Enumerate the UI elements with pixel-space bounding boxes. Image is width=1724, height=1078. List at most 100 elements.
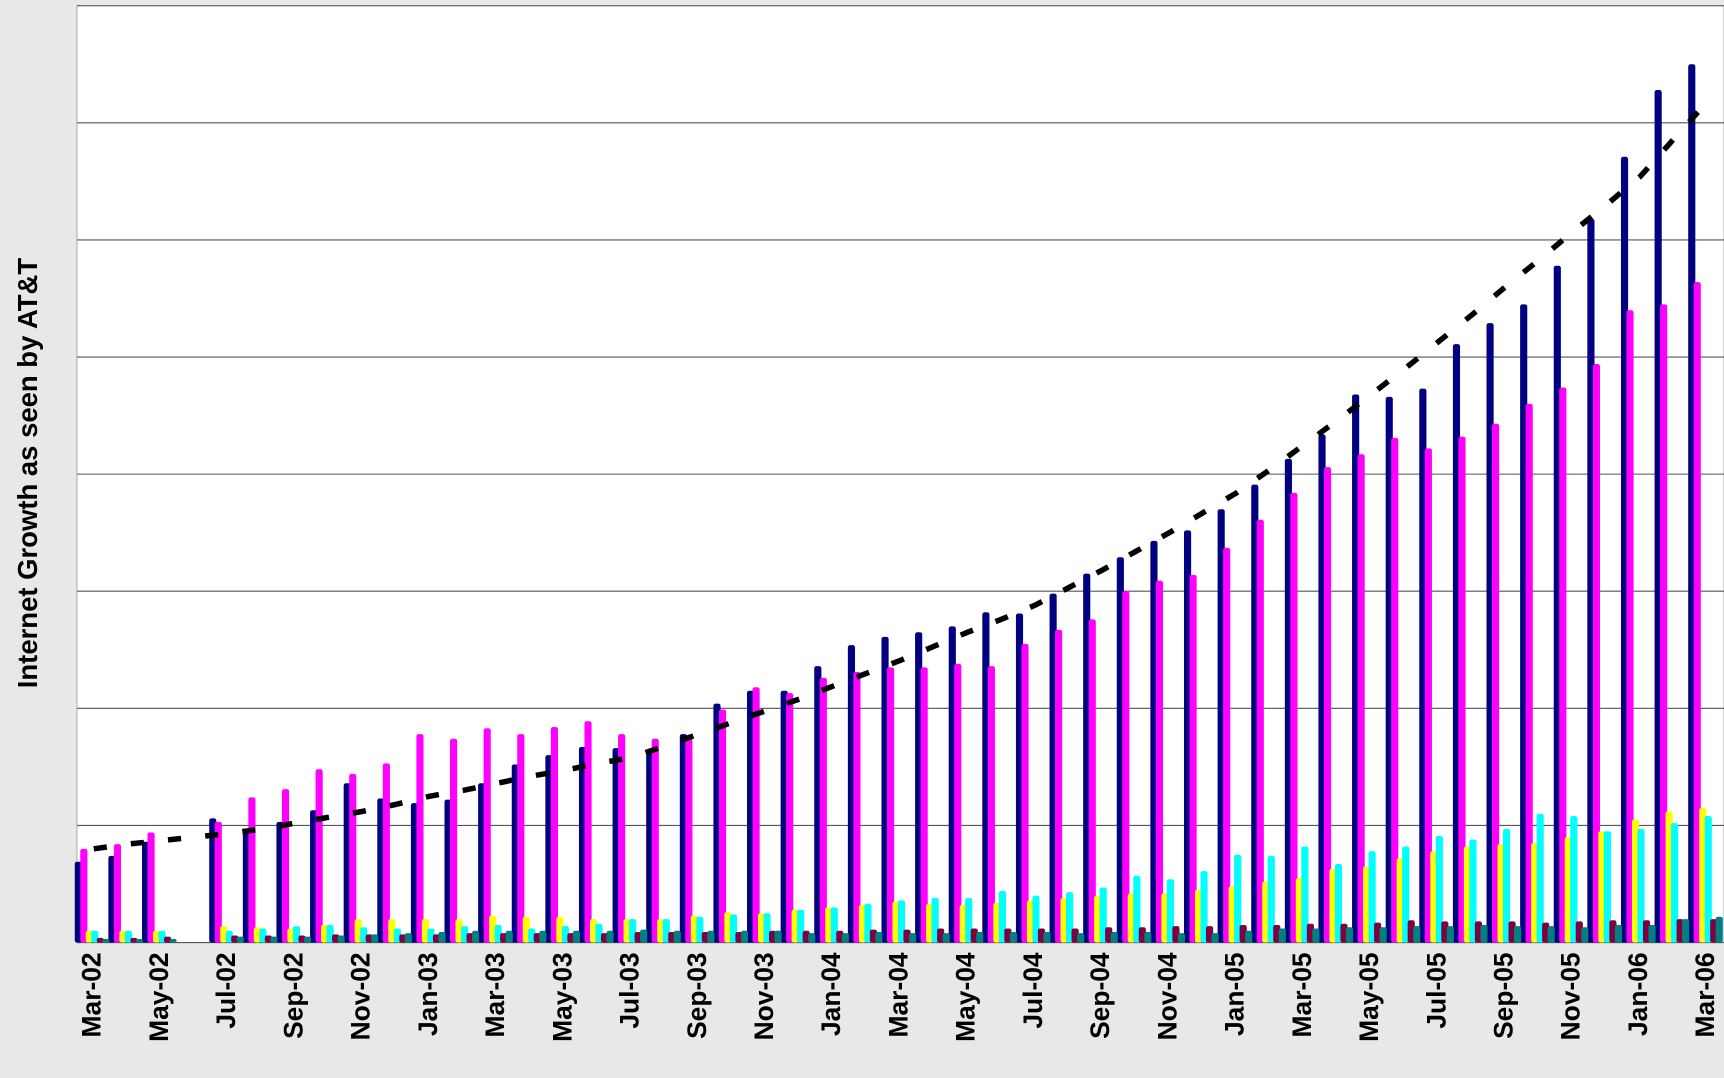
bar bbox=[1587, 218, 1595, 943]
bar bbox=[1559, 387, 1567, 943]
bar bbox=[1211, 933, 1219, 943]
bar bbox=[1295, 878, 1303, 943]
bar bbox=[382, 763, 390, 943]
bar bbox=[853, 672, 861, 943]
bar bbox=[1363, 866, 1371, 943]
bar bbox=[517, 734, 525, 943]
bar bbox=[1581, 927, 1589, 943]
bar bbox=[354, 919, 362, 943]
bar bbox=[371, 934, 379, 943]
bar bbox=[572, 930, 580, 943]
bar bbox=[858, 905, 867, 943]
bar bbox=[1301, 846, 1309, 943]
bar bbox=[646, 751, 654, 943]
bar bbox=[388, 919, 396, 943]
bar bbox=[1648, 924, 1656, 943]
bar bbox=[1205, 926, 1214, 943]
bar bbox=[489, 915, 497, 943]
bar bbox=[1626, 310, 1634, 943]
bar bbox=[1531, 842, 1539, 943]
bar bbox=[533, 933, 541, 943]
bar bbox=[119, 930, 127, 943]
bar bbox=[1575, 921, 1583, 943]
bar bbox=[248, 797, 256, 943]
bar bbox=[1463, 846, 1472, 943]
bar bbox=[236, 936, 244, 943]
x-tick-label: May-03 bbox=[547, 952, 577, 1041]
bar bbox=[987, 666, 995, 943]
bar bbox=[892, 901, 900, 943]
x-tick-label: Mar-03 bbox=[480, 952, 510, 1037]
bar bbox=[124, 930, 133, 943]
bar bbox=[780, 690, 788, 943]
x-tick-label: Sep-05 bbox=[1488, 952, 1518, 1039]
bar bbox=[959, 905, 967, 943]
bar bbox=[1273, 924, 1281, 943]
bar bbox=[1189, 574, 1197, 943]
bar bbox=[662, 919, 670, 943]
bar bbox=[954, 663, 962, 943]
bar bbox=[1592, 364, 1600, 943]
bar bbox=[1553, 265, 1561, 943]
bar bbox=[612, 748, 620, 943]
bar bbox=[1015, 613, 1024, 943]
bar bbox=[466, 933, 474, 943]
bar bbox=[657, 919, 665, 943]
bar bbox=[1088, 619, 1096, 943]
bar bbox=[1217, 509, 1225, 943]
bar bbox=[511, 764, 519, 943]
bar bbox=[113, 844, 122, 943]
bar bbox=[673, 930, 681, 943]
bar bbox=[701, 931, 709, 943]
bar bbox=[897, 900, 906, 943]
bar bbox=[337, 935, 345, 943]
bar bbox=[802, 930, 810, 943]
bar bbox=[1037, 928, 1046, 943]
bar bbox=[135, 938, 144, 943]
bar bbox=[80, 848, 88, 943]
bar bbox=[679, 734, 687, 943]
bar bbox=[1004, 928, 1012, 943]
x-tick-label: Jul-03 bbox=[615, 952, 645, 1028]
bar bbox=[696, 916, 704, 943]
bar bbox=[404, 933, 412, 943]
bar bbox=[618, 734, 626, 943]
bar bbox=[1430, 851, 1438, 943]
bar bbox=[1620, 156, 1629, 943]
bar bbox=[578, 746, 587, 943]
bar bbox=[1155, 580, 1164, 943]
bar bbox=[1200, 871, 1208, 943]
bar bbox=[1234, 854, 1242, 943]
bar bbox=[763, 913, 771, 943]
bar bbox=[869, 929, 878, 943]
bar bbox=[1318, 434, 1326, 943]
bar bbox=[1419, 388, 1427, 943]
bar bbox=[740, 930, 749, 943]
x-tick-label: Nov-04 bbox=[1152, 952, 1182, 1040]
bar bbox=[556, 916, 564, 943]
bar bbox=[85, 930, 93, 943]
bar bbox=[410, 803, 419, 943]
bar bbox=[836, 930, 844, 943]
bar bbox=[920, 667, 928, 943]
bar bbox=[1402, 846, 1410, 943]
bar bbox=[841, 933, 849, 943]
bar bbox=[1710, 919, 1718, 943]
bar bbox=[1396, 858, 1404, 943]
bar bbox=[545, 755, 553, 943]
bar bbox=[416, 734, 424, 943]
bar bbox=[349, 773, 357, 943]
bar bbox=[668, 931, 676, 943]
bar bbox=[1021, 643, 1029, 943]
bar bbox=[1446, 926, 1454, 943]
bar bbox=[886, 667, 895, 943]
bar bbox=[505, 930, 513, 943]
bar bbox=[1066, 892, 1074, 943]
bar bbox=[1194, 889, 1203, 943]
bar bbox=[360, 927, 368, 943]
x-tick-label: Jan-06 bbox=[1623, 952, 1653, 1036]
x-tick-label: May-05 bbox=[1354, 952, 1384, 1041]
bar bbox=[1116, 557, 1124, 943]
